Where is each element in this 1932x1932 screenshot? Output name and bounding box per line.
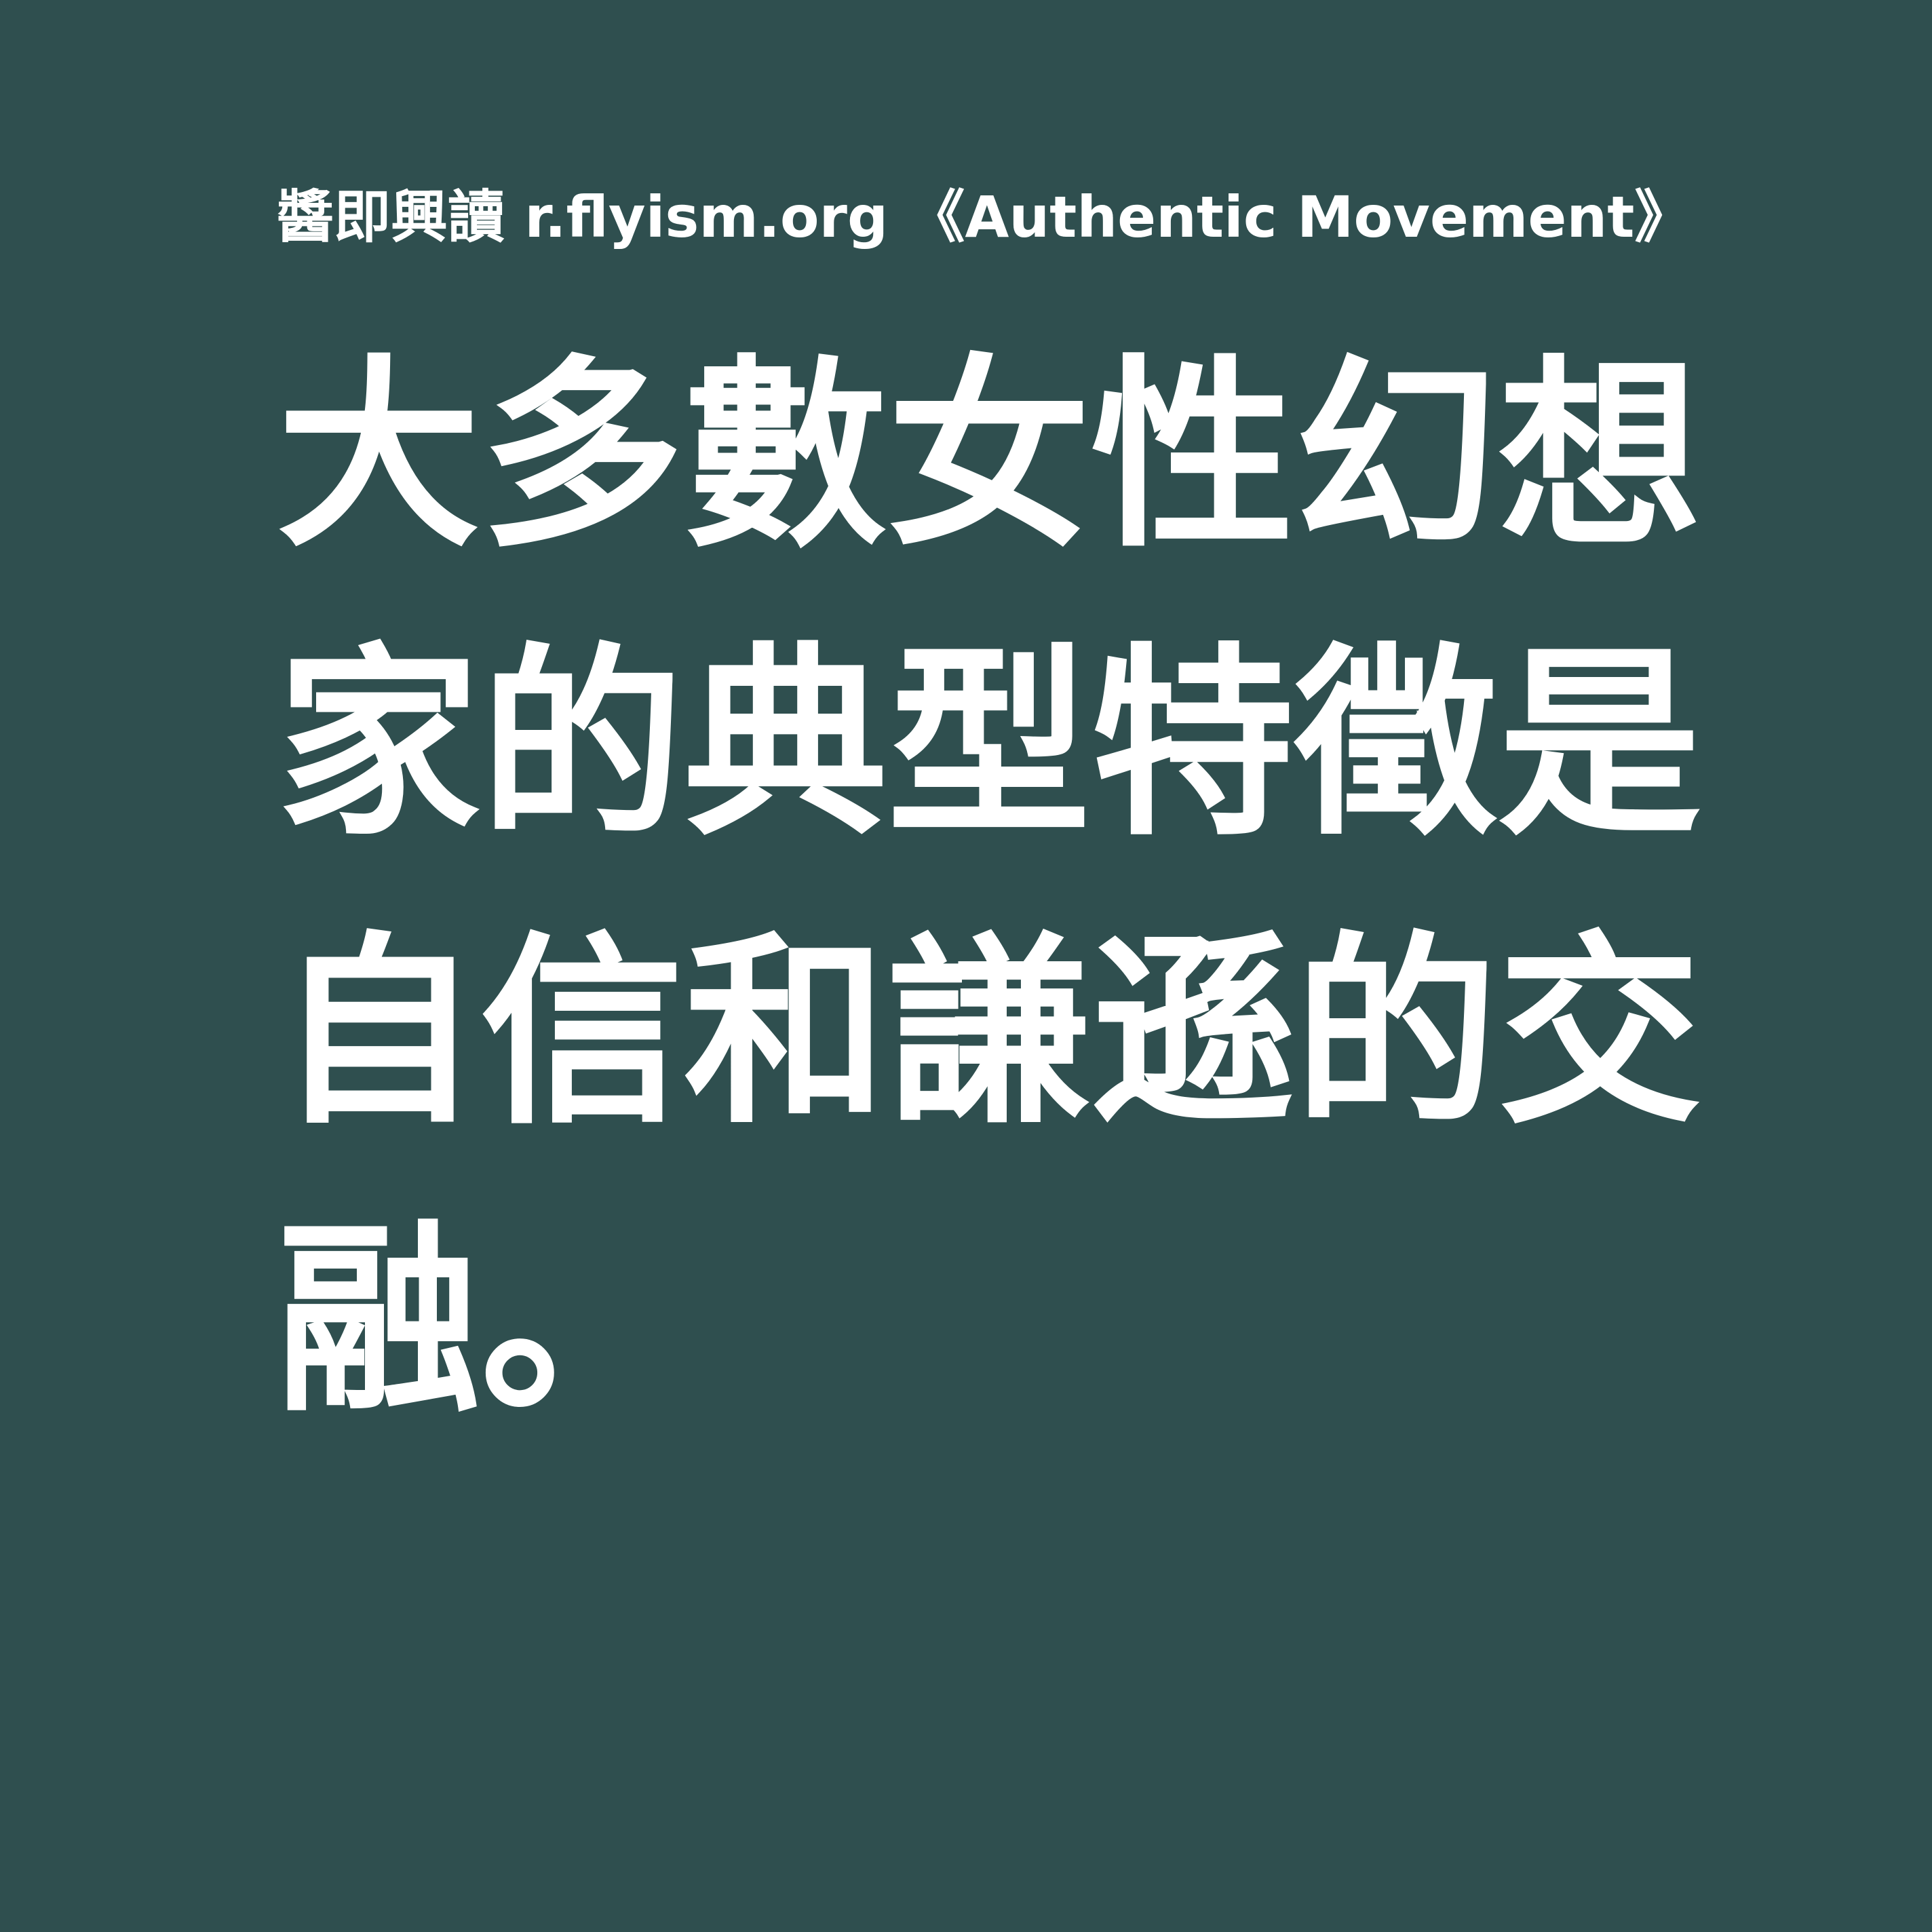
quote-line-1: 大多數女性幻想 [277, 338, 1701, 575]
quote-line-3: 自信和謙遜的交 [277, 914, 1701, 1151]
quote-line-2: 家的典型特徵是 [277, 626, 1701, 863]
quote-text: 大多數女性幻想 家的典型特徵是 自信和謙遜的交 融。 [277, 312, 1701, 1465]
source-header: 醬即興讀 r.flyism.org 《Authentic Movement》 [277, 184, 1692, 250]
quote-line-4: 融。 [277, 1203, 684, 1440]
